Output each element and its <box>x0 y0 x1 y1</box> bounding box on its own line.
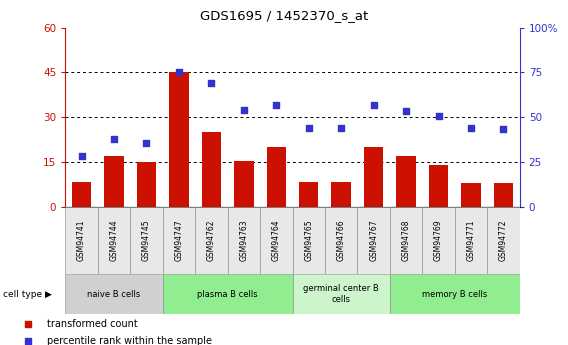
Bar <box>390 207 423 274</box>
Point <box>402 108 411 114</box>
Bar <box>396 156 416 207</box>
Bar <box>98 207 130 274</box>
Bar <box>487 207 520 274</box>
Text: GSM94772: GSM94772 <box>499 220 508 262</box>
Text: GSM94763: GSM94763 <box>239 220 248 262</box>
Text: germinal center B
cells: germinal center B cells <box>303 284 379 304</box>
Point <box>142 140 151 146</box>
Bar <box>461 183 481 207</box>
Text: GSM94762: GSM94762 <box>207 220 216 262</box>
Bar <box>455 207 487 274</box>
Text: percentile rank within the sample: percentile rank within the sample <box>47 336 212 345</box>
Bar <box>293 207 325 274</box>
Text: GSM94747: GSM94747 <box>174 220 183 262</box>
Text: GSM94769: GSM94769 <box>434 220 443 262</box>
Point <box>110 136 119 141</box>
Bar <box>72 181 91 207</box>
Text: plasma B cells: plasma B cells <box>197 289 258 299</box>
Bar <box>357 207 390 274</box>
Bar <box>423 207 455 274</box>
Point <box>23 321 32 327</box>
Point <box>207 80 216 86</box>
Bar <box>137 162 156 207</box>
Bar <box>429 165 448 207</box>
Bar <box>162 274 293 314</box>
Bar <box>390 274 520 314</box>
Text: cell type ▶: cell type ▶ <box>3 289 52 299</box>
Point <box>499 126 508 132</box>
Bar <box>266 147 286 207</box>
Bar <box>228 207 260 274</box>
Text: memory B cells: memory B cells <box>422 289 487 299</box>
Bar <box>364 147 383 207</box>
Bar <box>202 132 221 207</box>
Text: GSM94745: GSM94745 <box>142 220 151 262</box>
Bar <box>494 183 513 207</box>
Bar <box>260 207 293 274</box>
Point <box>239 107 248 113</box>
Bar <box>130 207 162 274</box>
Bar <box>332 181 351 207</box>
Bar <box>105 156 124 207</box>
Bar <box>293 274 390 314</box>
Text: GSM94741: GSM94741 <box>77 220 86 262</box>
Text: GSM94765: GSM94765 <box>304 220 313 262</box>
Text: GSM94744: GSM94744 <box>110 220 119 262</box>
Bar <box>162 207 195 274</box>
Point <box>434 113 443 118</box>
Text: naive B cells: naive B cells <box>87 289 141 299</box>
Bar <box>234 161 253 207</box>
Bar <box>65 274 162 314</box>
Point <box>174 69 183 74</box>
Point <box>77 153 86 159</box>
Point <box>337 125 346 131</box>
Bar <box>169 72 189 207</box>
Bar <box>325 207 357 274</box>
Bar <box>195 207 228 274</box>
Text: GSM94771: GSM94771 <box>466 220 475 262</box>
Text: GDS1695 / 1452370_s_at: GDS1695 / 1452370_s_at <box>200 9 368 22</box>
Point <box>23 338 32 344</box>
Bar <box>299 181 319 207</box>
Text: GSM94766: GSM94766 <box>337 220 346 262</box>
Point <box>466 125 475 131</box>
Text: GSM94768: GSM94768 <box>402 220 411 262</box>
Text: transformed count: transformed count <box>47 319 137 329</box>
Point <box>272 102 281 108</box>
Point <box>369 102 378 108</box>
Point <box>304 125 314 131</box>
Bar <box>65 207 98 274</box>
Text: GSM94767: GSM94767 <box>369 220 378 262</box>
Text: GSM94764: GSM94764 <box>272 220 281 262</box>
